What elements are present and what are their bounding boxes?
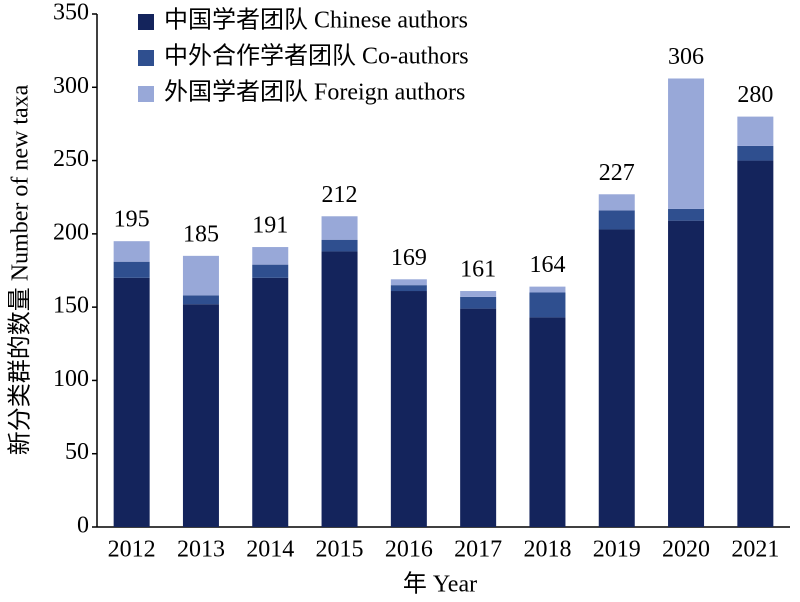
x-tick-label: 2020 — [662, 537, 710, 563]
bar-segment — [529, 286, 566, 293]
x-tick-label: 2018 — [523, 537, 571, 563]
bar-segment — [182, 304, 219, 527]
bar-segment — [252, 264, 289, 278]
total-label: 195 — [114, 207, 150, 233]
y-tick-label: 350 — [53, 0, 89, 26]
bar-segment — [529, 292, 566, 318]
bar-segment — [390, 291, 427, 527]
bar-segment — [113, 261, 150, 278]
legend-swatch — [138, 50, 154, 66]
x-tick-label: 2021 — [731, 537, 779, 563]
total-label: 185 — [183, 221, 219, 247]
x-tick-label: 2019 — [593, 537, 641, 563]
bar-segment — [737, 145, 774, 161]
bar-segment — [252, 277, 289, 527]
x-tick-label: 2014 — [246, 537, 294, 563]
legend-label: 外国学者团队 Foreign authors — [164, 79, 465, 106]
y-tick-label: 250 — [53, 146, 89, 172]
y-tick-label: 200 — [53, 219, 89, 245]
y-tick-label: 300 — [53, 73, 89, 99]
legend-swatch — [138, 14, 154, 30]
bar-segment — [113, 241, 150, 262]
x-tick-label: 2015 — [316, 537, 364, 563]
total-label: 212 — [322, 182, 358, 208]
total-label: 191 — [252, 213, 288, 239]
bar-segment — [460, 308, 497, 527]
y-tick-label: 0 — [77, 513, 89, 539]
x-tick-label: 2017 — [454, 537, 502, 563]
x-tick-label: 2012 — [108, 537, 156, 563]
total-label: 227 — [599, 160, 635, 186]
bar-segment — [598, 229, 635, 527]
bar-segment — [321, 216, 358, 240]
y-tick-label: 100 — [53, 366, 89, 392]
total-label: 161 — [460, 257, 496, 283]
bar-segment — [390, 285, 427, 292]
bar-segment — [737, 160, 774, 528]
total-label: 169 — [391, 245, 427, 271]
bar-segment — [390, 279, 427, 286]
bar-segment — [321, 251, 358, 527]
bar-segment — [182, 255, 219, 296]
bar-segment — [460, 291, 497, 297]
legend-label: 中外合作学者团队 Co-authors — [164, 43, 469, 70]
y-tick-label: 50 — [65, 439, 89, 465]
bar-segment — [113, 277, 150, 527]
y-axis-label: 新分类群的数量 Number of new taxa — [7, 84, 34, 455]
bar-segment — [460, 296, 497, 309]
x-tick-label: 2016 — [385, 537, 433, 563]
total-label: 164 — [529, 252, 565, 278]
bar-segment — [598, 194, 635, 211]
x-tick-label: 2013 — [177, 537, 225, 563]
bar-segment — [668, 220, 705, 527]
bar-segment — [252, 247, 289, 265]
bar-segment — [321, 239, 358, 252]
total-label: 306 — [668, 44, 704, 70]
bar-segment — [598, 210, 635, 230]
bar-segment — [668, 208, 705, 221]
legend-label: 中国学者团队 Chinese authors — [164, 7, 468, 34]
bar-segment — [668, 78, 705, 209]
bar-segment — [529, 317, 566, 527]
bar-segment — [182, 295, 219, 305]
legend-swatch — [138, 86, 154, 102]
y-tick-label: 150 — [53, 293, 89, 319]
x-axis-label: 年 Year — [403, 571, 477, 598]
total-label: 280 — [737, 82, 773, 108]
bar-segment — [737, 116, 774, 146]
